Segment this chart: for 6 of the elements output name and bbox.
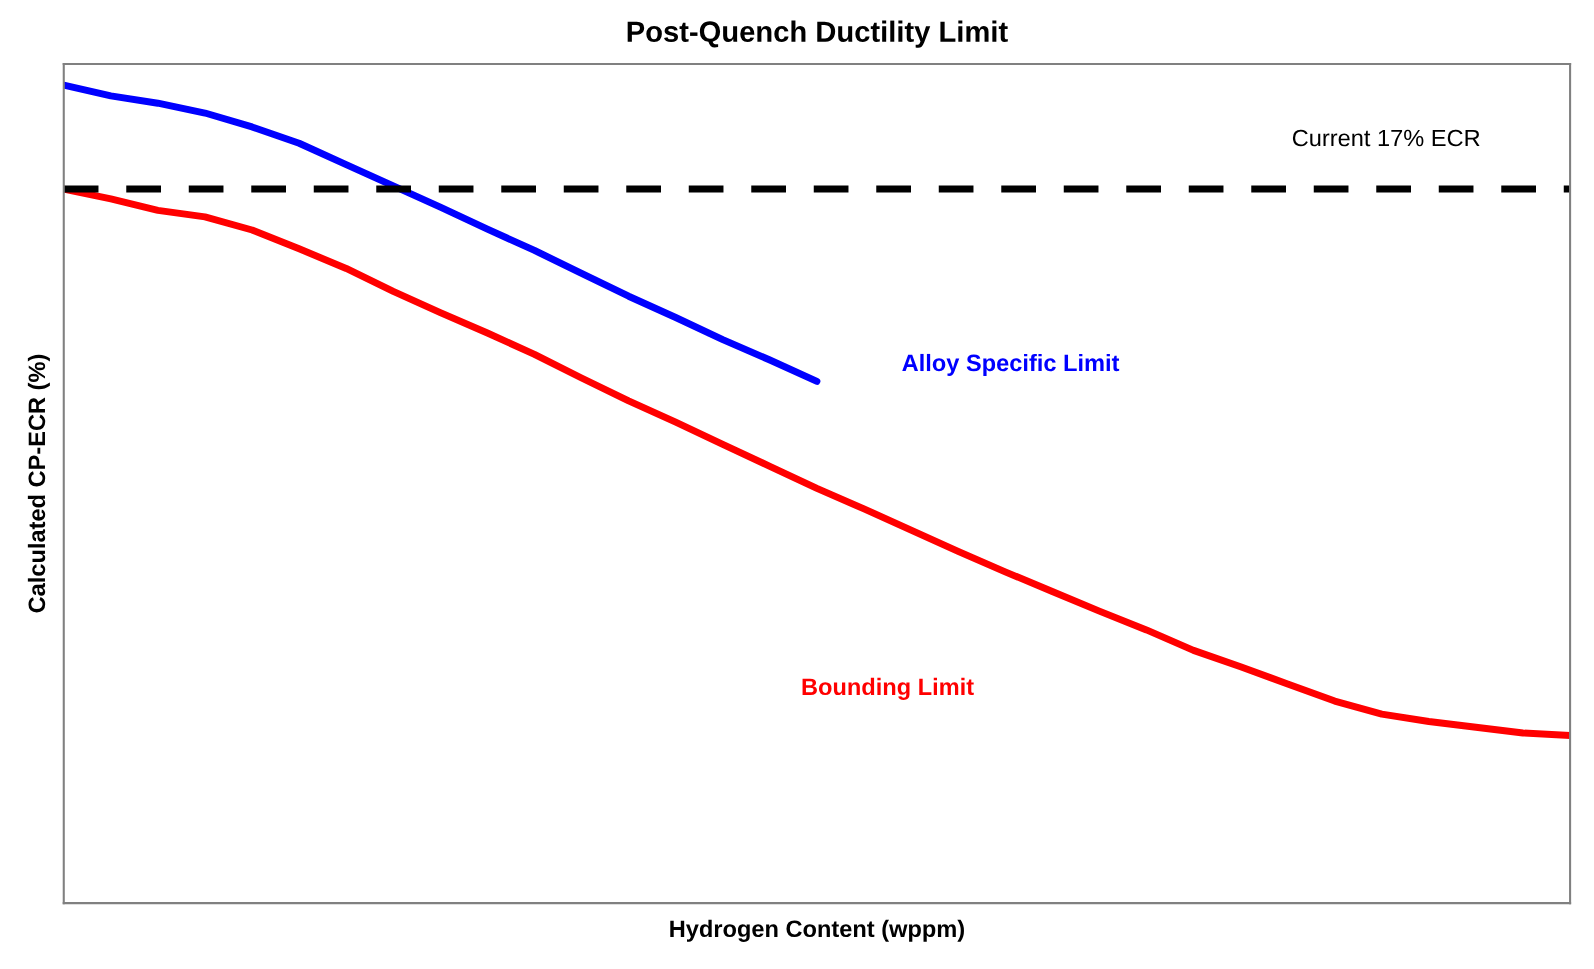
chart-title: Post-Quench Ductility Limit — [627, 20, 1008, 48]
y-axis-title: Calculated CP-ECR (%) — [27, 354, 50, 613]
text: Alloy Specific Limit — [902, 353, 1120, 376]
x-axis-title: Hydrogen Content (wppm) — [670, 919, 964, 942]
text: Bounding Limit — [802, 677, 974, 700]
ref-line-label: Current 17% ECR — [1292, 129, 1480, 147]
